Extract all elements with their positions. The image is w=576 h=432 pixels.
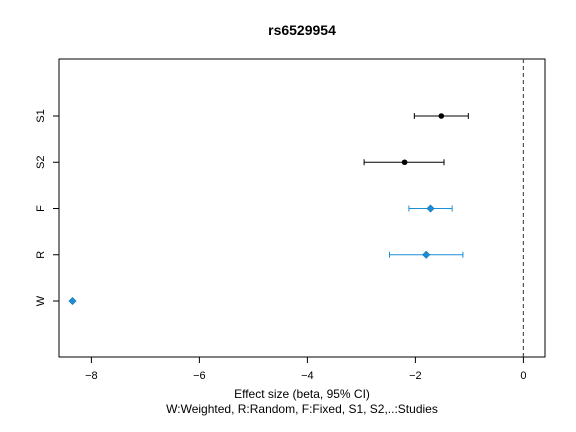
point-estimate (426, 204, 435, 213)
point-estimate (438, 113, 445, 119)
row-s1 (413, 113, 469, 119)
x-tick-label: −4 (301, 370, 314, 382)
point-estimate (422, 250, 431, 259)
point-estimate (401, 159, 408, 166)
y-tick-label: W (35, 295, 47, 306)
point-estimate (68, 296, 77, 306)
chart-title: rs6529954 (268, 22, 336, 38)
y-tick-label: F (35, 205, 47, 212)
x-tick-label: −8 (85, 370, 98, 382)
row-w (68, 296, 77, 306)
y-tick-label: S2 (35, 156, 47, 169)
x-axis-label: Effect size (beta, 95% CI) (234, 387, 370, 401)
plot-frame (58, 58, 546, 358)
x-axis-sublabel: W:Weighted, R:Random, F:Fixed, S1, S2,..… (166, 402, 438, 416)
x-tick-label: 0 (520, 370, 526, 382)
y-tick-label: R (35, 251, 47, 259)
y-tick-label: S1 (35, 109, 47, 122)
x-axis: −8 −6 −4 −2 0 (85, 356, 526, 382)
x-tick-label: −2 (409, 370, 422, 382)
x-tick-label: −6 (193, 370, 206, 382)
row-r (388, 250, 464, 259)
y-axis: S1 S2 F R W (35, 109, 59, 306)
row-f (408, 204, 453, 213)
row-s2 (363, 159, 445, 166)
